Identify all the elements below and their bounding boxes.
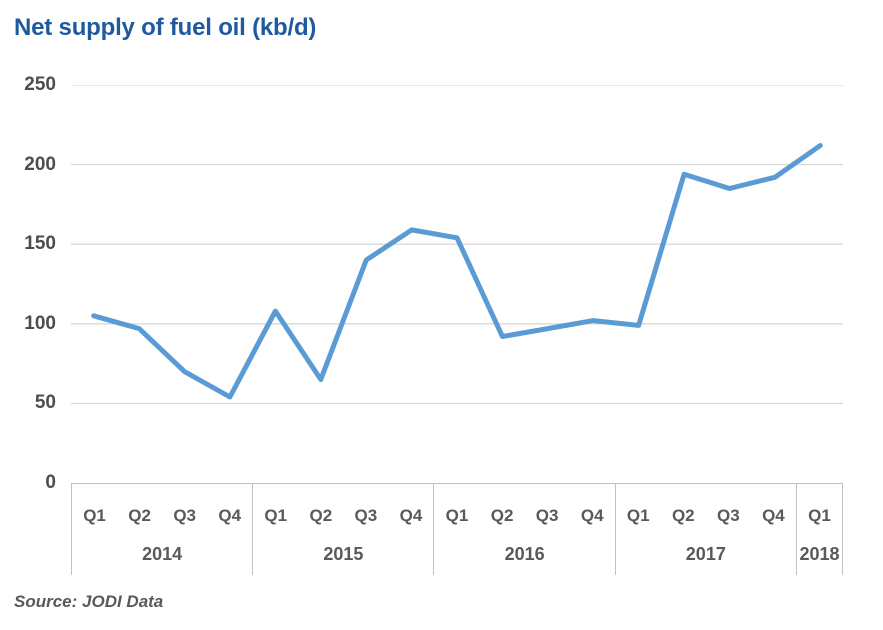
x-tick-label-quarter: Q3 — [173, 506, 196, 525]
x-tick-label-quarter: Q1 — [626, 506, 650, 525]
x-tick-label-quarter: Q1 — [445, 506, 469, 525]
quarter-label-row: Q1 Q2 Q3 Q4 — [434, 484, 614, 530]
x-tick-label-quarter: Q2 — [128, 506, 151, 525]
x-axis-year-group: Q1 Q2 Q3 Q4 2017 — [614, 484, 796, 575]
y-tick-label: 100 — [24, 312, 56, 334]
x-tick-label-quarter: Q1 — [264, 506, 288, 525]
quarter-label-row: Q1 — [797, 484, 842, 530]
x-tick-label-year: 2014 — [142, 544, 183, 564]
x-axis-year-group: Q1 Q2 Q3 Q4 2014 — [71, 484, 252, 575]
data-line-net-supply — [91, 143, 823, 400]
x-tick-label-quarter: Q4 — [762, 506, 785, 525]
x-tick-label-year: 2016 — [504, 544, 545, 564]
y-tick-label: 0 — [45, 472, 56, 493]
y-tick-label: 200 — [24, 153, 56, 175]
x-tick-label-quarter: Q3 — [535, 506, 559, 525]
x-tick-label-quarter: Q2 — [309, 506, 333, 525]
x-tick-label-quarter: Q1 — [83, 506, 106, 525]
x-tick-label-year: 2017 — [685, 544, 726, 564]
x-tick-label-quarter: Q4 — [399, 506, 423, 525]
x-tick-label-year: 2015 — [323, 544, 364, 564]
x-tick-label-quarter: Q2 — [671, 506, 695, 525]
x-axis-year-group: Q1 2018 — [795, 484, 843, 575]
quarter-label-row: Q1 Q2 Q3 Q4 — [72, 484, 252, 530]
source-note: Source: JODI Data — [14, 592, 164, 611]
x-tick-label-quarter: Q3 — [717, 506, 740, 525]
x-tick-label-quarter: Q1 — [808, 506, 831, 525]
y-tick-label: 50 — [34, 392, 56, 414]
x-tick-label-quarter: Q3 — [354, 506, 378, 525]
y-tick-label: 150 — [24, 233, 56, 255]
x-tick-label-quarter: Q4 — [580, 506, 604, 525]
x-tick-label-year: 2018 — [799, 544, 840, 564]
x-tick-label-quarter: Q4 — [218, 506, 242, 525]
quarter-label-row: Q1 Q2 Q3 Q4 — [253, 484, 433, 530]
chart-title: Net supply of fuel oil (kb/d) — [14, 14, 317, 41]
x-axis-year-group: Q1 Q2 Q3 Q4 2016 — [433, 484, 614, 575]
x-axis-year-group: Q1 Q2 Q3 Q4 2015 — [252, 484, 433, 575]
x-tick-label-quarter: Q2 — [490, 506, 514, 525]
plot-area-svg — [71, 85, 843, 405]
quarter-label-row: Q1 Q2 Q3 Q4 — [616, 484, 796, 530]
y-tick-label: 250 — [24, 74, 56, 95]
x-axis: Q1 Q2 Q3 Q4 2014 Q1 Q2 Q3 Q4 2015 Q1 Q2 Q3 Q4 2016 Q1 Q2… — [71, 483, 843, 575]
